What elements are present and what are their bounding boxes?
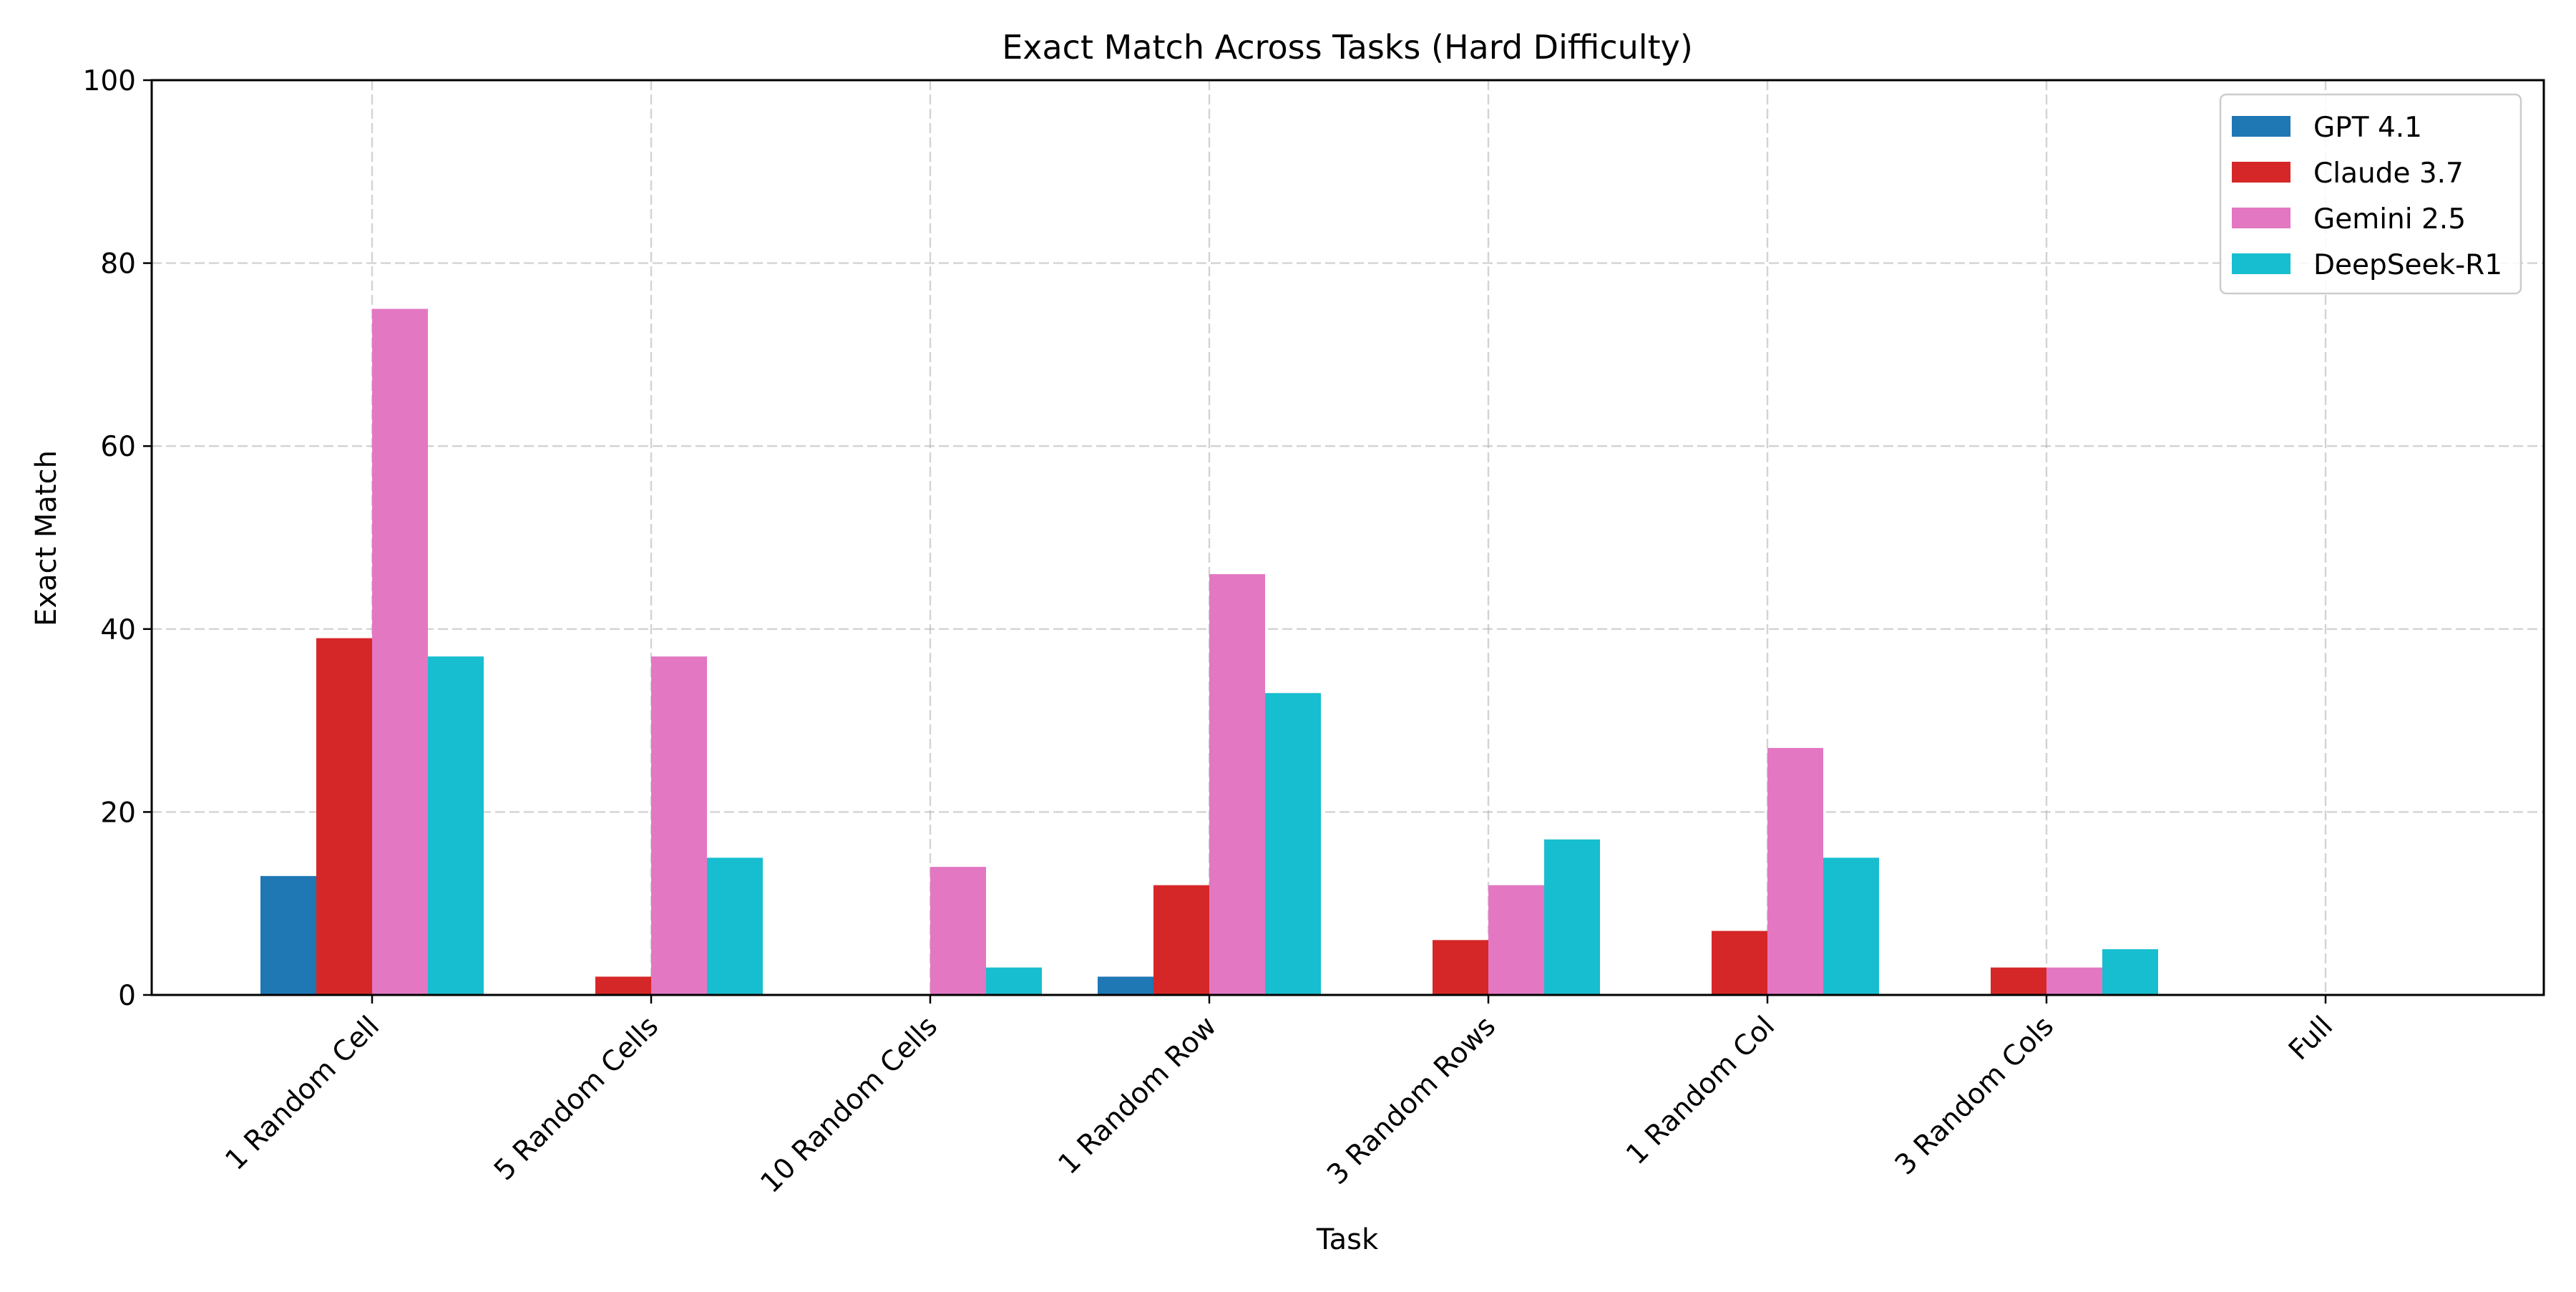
x-tick-label: Full <box>2283 1010 2339 1067</box>
bars <box>260 309 2158 995</box>
legend-swatch <box>2232 162 2290 183</box>
x-axis-label: Task <box>1316 1223 1379 1256</box>
bar <box>1488 885 1544 995</box>
bar <box>1767 747 1823 995</box>
y-tick-label: 40 <box>100 614 136 646</box>
bar <box>372 309 428 995</box>
x-tick-label: 3 Random Rows <box>1321 1010 1502 1191</box>
bar <box>930 867 986 995</box>
y-tick-label: 80 <box>100 248 136 281</box>
y-tick-label: 0 <box>118 980 136 1012</box>
bar <box>260 875 316 995</box>
plot-frame <box>150 79 2545 996</box>
legend-label: Claude 3.7 <box>2313 157 2464 190</box>
legend-box <box>2219 93 2522 295</box>
bar <box>428 656 484 995</box>
legend-swatch <box>2232 116 2290 137</box>
bar <box>1712 931 1767 995</box>
legend-label: DeepSeek-R1 <box>2313 249 2502 281</box>
bar <box>316 638 372 995</box>
y-tick-label: 100 <box>83 65 136 97</box>
x-tick-label: 1 Random Cell <box>219 1010 386 1177</box>
x-tick-label: 1 Random Row <box>1053 1010 1223 1180</box>
y-tick-label: 60 <box>100 431 136 463</box>
grid-lines <box>152 79 2544 996</box>
chart-title: Exact Match Across Tasks (Hard Difficult… <box>1002 28 1693 67</box>
y-axis: 0 20 40 60 80 100 <box>83 65 152 1012</box>
bar <box>1153 885 1209 995</box>
x-tick-label: 1 Random Col <box>1620 1010 1781 1171</box>
x-tick-label: 3 Random Cols <box>1889 1010 2060 1181</box>
bar <box>1433 940 1488 995</box>
x-tick-label: 10 Random Cells <box>755 1010 945 1200</box>
bar <box>1098 976 1153 995</box>
bar <box>1991 967 2046 995</box>
x-axis: 1 Random Cell 5 Random Cells 10 Random Cel… <box>219 995 2339 1200</box>
bar <box>1265 693 1321 995</box>
legend-swatch <box>2232 208 2290 228</box>
legend-label: Gemini 2.5 <box>2313 203 2466 235</box>
bar <box>595 976 651 995</box>
bar <box>1823 858 1879 995</box>
bar <box>2046 967 2102 995</box>
y-tick-label: 20 <box>100 797 136 829</box>
legend-label: GPT 4.1 <box>2313 112 2422 144</box>
bar <box>1544 839 1600 995</box>
y-axis-label: Exact Match <box>30 450 63 626</box>
bar <box>651 656 707 995</box>
bar <box>2102 949 2158 995</box>
bar <box>707 858 763 995</box>
bar <box>1209 574 1265 995</box>
legend-swatch <box>2232 253 2290 274</box>
legend: GPT 4.1 Claude 3.7 Gemini 2.5 DeepSeek-R1 <box>2219 93 2522 295</box>
bar <box>986 967 1042 995</box>
x-tick-label: 5 Random Cells <box>488 1010 665 1187</box>
